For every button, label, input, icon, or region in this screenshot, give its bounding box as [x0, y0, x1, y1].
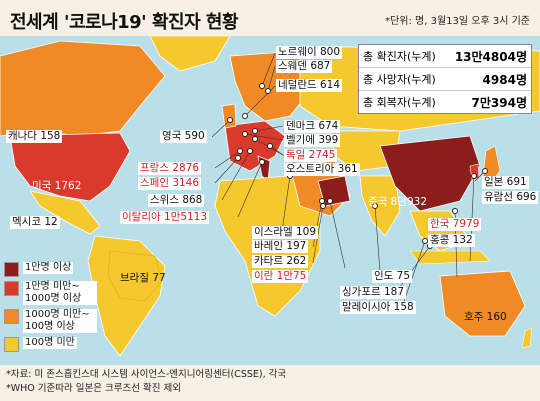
total-deaths-row: 총 사망자(누계) 4984명 — [359, 68, 531, 91]
label-denmark: 덴마크 674 — [284, 120, 341, 133]
greenland — [149, 36, 231, 72]
label-iran: 이란 1만75 — [252, 270, 309, 283]
china — [379, 135, 481, 212]
legend-item: 1만명 이상 — [4, 262, 114, 277]
legend-label: 100명 미만 — [23, 337, 77, 349]
label-austria: 오스트리아 361 — [284, 163, 360, 176]
label-netherlands: 네덜란드 614 — [276, 79, 343, 92]
legend-swatch — [4, 281, 19, 296]
page-title: 전세계 '코로나19' 확진자 현황 — [10, 12, 239, 33]
footnotes: *자료: 미 존스홉킨스대 시스템 사이언스-엔지니어링센터(CSSE), 각국… — [6, 368, 286, 396]
usa — [9, 132, 131, 202]
legend-swatch — [4, 309, 19, 324]
total-recovered-value: 7만394명 — [471, 95, 527, 110]
label-usa: 미국 1762 — [32, 180, 82, 192]
label-qatar: 카타르 262 — [252, 255, 309, 268]
legend-item: 1만명 미만~ 1000명 이상 — [4, 281, 114, 305]
total-deaths-value: 4984명 — [482, 72, 527, 87]
label-spain: 스페인 3146 — [138, 177, 202, 190]
label-korea: 한국 7979 — [428, 218, 482, 231]
iran — [317, 175, 351, 207]
legend-item: 1000명 미만~ 100명 이상 — [4, 309, 114, 333]
label-sweden: 스웨덴 687 — [276, 60, 333, 73]
legend: 1만명 이상 1만명 미만~ 1000명 이상 1000명 미만~ 100명 이… — [4, 262, 114, 356]
label-australia: 호주 160 — [464, 311, 507, 323]
total-confirmed-label: 총 확진자(누계) — [363, 50, 436, 63]
legend-swatch — [4, 337, 19, 352]
label-germany: 독일 2745 — [284, 149, 338, 162]
unit-note: *단위: 명, 3월13일 오후 3시 기준 — [385, 16, 530, 27]
label-singapore: 싱가포르 187 — [340, 286, 407, 299]
legend-label: 1000명 미만~ 100명 이상 — [23, 309, 97, 333]
total-recovered-label: 총 회복자(누계) — [363, 96, 436, 109]
brazil — [107, 250, 163, 302]
legend-label: 1만명 미만~ 1000명 이상 — [23, 281, 97, 305]
label-norway: 노르웨이 800 — [276, 46, 343, 59]
legend-label: 1만명 이상 — [23, 262, 74, 274]
footnote-source: *자료: 미 존스홉킨스대 시스템 사이언스-엔지니어링센터(CSSE), 각국 — [6, 369, 287, 380]
label-china: 중국 8만932 — [368, 196, 428, 208]
australia — [439, 270, 526, 337]
label-uk: 영국 590 — [160, 130, 207, 143]
label-bahrain: 바레인 197 — [252, 240, 309, 253]
totals-box: 총 확진자(누계) 13만4804명 총 사망자(누계) 4984명 총 회복자… — [358, 44, 532, 114]
total-recovered-row: 총 회복자(누계) 7만394명 — [359, 91, 531, 113]
label-israel: 이스라엘 109 — [252, 226, 319, 239]
label-france: 프랑스 2876 — [138, 162, 202, 175]
total-confirmed-value: 13만4804명 — [454, 49, 527, 64]
label-cruise: 유람선 696 — [482, 191, 539, 204]
footnote-who: *WHO 기준따라 일본은 크루즈선 확진 제외 — [6, 383, 181, 394]
new-zealand — [521, 327, 533, 349]
label-mexico: 멕시코 12 — [10, 216, 60, 229]
legend-item: 100명 미만 — [4, 337, 114, 352]
label-canada: 캐나다 158 — [6, 130, 63, 143]
label-hongkong: 홍콩 132 — [428, 234, 475, 247]
label-brazil: 브라질 77 — [120, 272, 166, 284]
uk — [221, 103, 237, 129]
label-belgium: 벨기에 399 — [284, 134, 341, 147]
canada — [0, 40, 166, 137]
label-italy: 이탈리아 1만5113 — [120, 211, 210, 224]
label-malaysia: 말레이시아 158 — [340, 301, 416, 314]
total-confirmed-row: 총 확진자(누계) 13만4804명 — [359, 45, 531, 68]
total-deaths-label: 총 사망자(누계) — [363, 73, 436, 86]
legend-swatch — [4, 262, 19, 277]
label-india: 인도 75 — [372, 270, 413, 283]
label-switzerland: 스위스 868 — [148, 194, 205, 207]
label-japan: 일본 691 — [482, 176, 529, 189]
indonesia — [409, 250, 491, 265]
mexico — [29, 190, 101, 235]
